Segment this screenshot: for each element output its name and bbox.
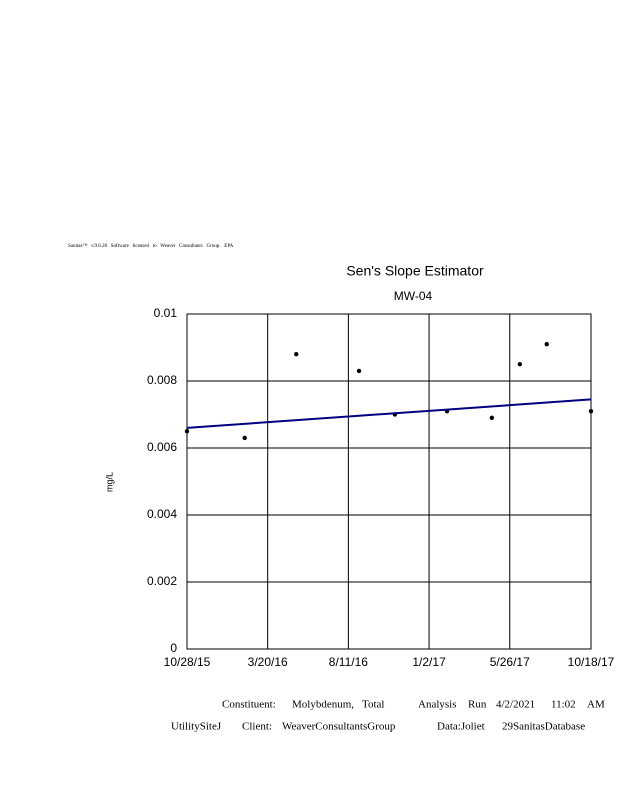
y-tick-label: 0.008	[147, 373, 177, 387]
footer-text: 4/2/2021	[496, 699, 535, 711]
license-note: Sanitas™ v.9.6.28 Software licensed to W…	[68, 243, 234, 249]
data-point	[184, 429, 190, 434]
x-tick-label: 10/28/15	[164, 655, 211, 669]
data-point	[242, 435, 247, 441]
x-tick-label: 3/20/16	[248, 655, 288, 669]
footer-text: WeaverConsultantsGroup	[282, 721, 396, 733]
trend-line	[186, 398, 592, 429]
x-tick-label: 8/11/16	[329, 655, 368, 669]
footer-text: Molybdenum,	[292, 699, 354, 711]
footer-text: Run	[468, 699, 487, 711]
footer-text: UtilitySiteJ	[171, 721, 222, 733]
footer-text: AM	[587, 699, 605, 711]
data-point	[517, 362, 523, 367]
x-tick-label: 5/26/17	[490, 655, 530, 669]
chart-subtitle: MW-04	[394, 289, 433, 303]
data-point	[544, 341, 549, 347]
y-tick-label: 0	[170, 641, 177, 655]
footer-text: Total	[362, 699, 384, 711]
footer-text: Data:Joliet	[437, 721, 485, 733]
y-tick-label: 0.004	[147, 507, 177, 521]
x-tick-label: 10/18/17	[568, 655, 615, 669]
footer-text: 11:02	[551, 699, 576, 711]
plot: 0 0.002 0.004 0.006 0.008 0.01 10/28/15 3/20/16…	[147, 306, 615, 669]
y-tick-label: 0.01	[154, 306, 178, 320]
x-tick-label: 1/2/17	[412, 655, 446, 669]
footer-text: Client:	[242, 721, 272, 733]
footer-text: Constituent:	[222, 699, 276, 711]
data-point	[489, 415, 495, 421]
data-point	[356, 368, 362, 374]
data-point	[294, 352, 299, 357]
footer-text: Analysis	[418, 699, 457, 711]
chart-title: Sen's Slope Estimator	[346, 263, 484, 279]
data-point	[588, 408, 594, 414]
y-tick-label: 0.006	[147, 440, 177, 454]
y-tick-label: 0.002	[147, 574, 177, 588]
footer: Constituent: Molybdenum, Total Analysis Run 4…	[171, 699, 605, 733]
footer-text: 29SanitasDatabase	[502, 721, 585, 733]
y-axis-label: mg/L	[104, 472, 114, 492]
